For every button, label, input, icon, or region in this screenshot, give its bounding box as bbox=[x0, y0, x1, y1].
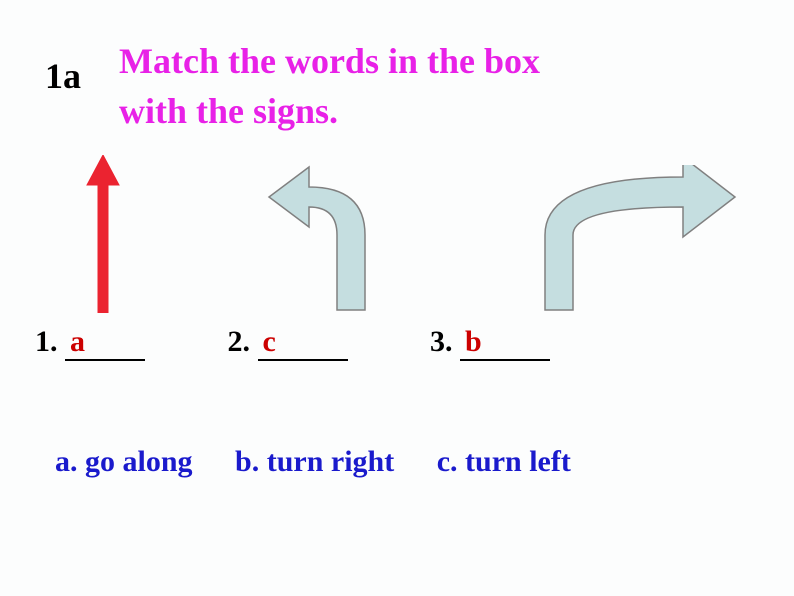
answer-letter-1: a bbox=[70, 325, 85, 358]
option-b: b. turn right bbox=[235, 445, 394, 479]
options-row: a. go along b. turn right c. turn left bbox=[55, 445, 571, 479]
turn-right-sign bbox=[543, 165, 738, 320]
answer-blank-1: a bbox=[65, 325, 145, 361]
instruction-line2: with the signs. bbox=[119, 90, 338, 132]
turn-right-icon bbox=[543, 165, 738, 315]
answer-num-2: 2. bbox=[228, 325, 258, 358]
up-arrow-icon bbox=[85, 155, 121, 313]
answer-blank-3: b bbox=[460, 325, 550, 361]
instruction-line1: Match the words in the box bbox=[119, 40, 540, 82]
answer-item-1: 1. a bbox=[35, 325, 145, 361]
answer-num-3: 3. bbox=[430, 325, 460, 358]
option-c: c. turn left bbox=[437, 445, 571, 479]
answer-letter-3: b bbox=[465, 325, 482, 358]
answer-item-2: 2. c bbox=[228, 325, 348, 361]
turn-left-sign bbox=[265, 165, 385, 320]
answer-blank-2: c bbox=[258, 325, 348, 361]
section-label: 1a bbox=[45, 55, 81, 97]
option-a: a. go along bbox=[55, 445, 193, 479]
answer-row: 1. a 2. c 3. b bbox=[35, 325, 755, 361]
answer-item-3: 3. b bbox=[430, 325, 550, 361]
go-along-sign bbox=[85, 155, 121, 318]
answer-num-1: 1. bbox=[35, 325, 65, 358]
turn-left-icon bbox=[265, 165, 385, 315]
answer-letter-2: c bbox=[263, 325, 276, 358]
